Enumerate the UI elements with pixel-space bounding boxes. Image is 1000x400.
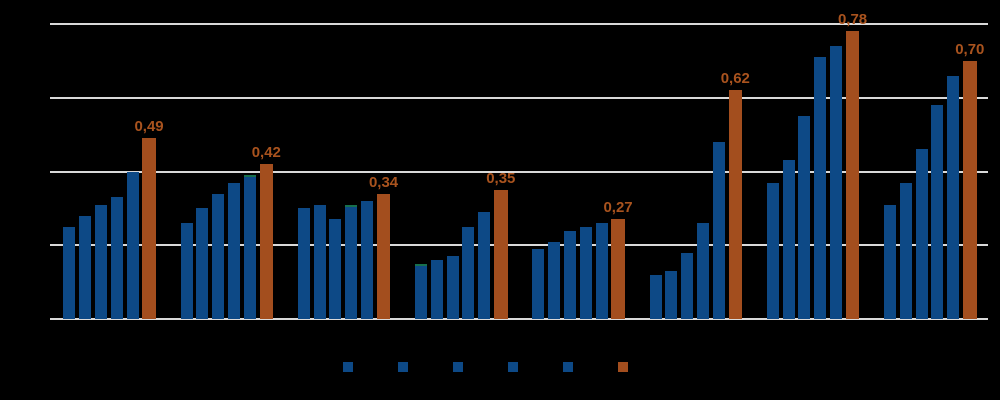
bar-orange-highlight [728,90,743,319]
bar-blue [814,57,827,319]
bar-blue [563,230,576,319]
bar-blue [931,105,944,319]
bar-blue [665,271,678,319]
bar-blue [462,226,475,319]
gridline [50,170,988,173]
bar-blue [478,212,491,319]
bar-blue [830,46,842,319]
bar-blue [196,208,209,319]
legend-swatch-blue [343,362,353,372]
legend-swatch-blue [508,362,518,372]
bar-orange-highlight [611,219,625,319]
bar-orange-highlight [845,31,860,319]
legend-swatch-blue [398,362,408,372]
bar-blue [947,75,960,319]
bar-blue [649,274,662,319]
bar-blue [548,241,561,319]
bar-teal-top-edge [415,263,428,266]
bar-blue [212,193,225,319]
bar-value-label: 0,78 [837,11,868,29]
bar-blue [63,226,76,319]
bar-blue [446,256,459,319]
gridline [50,23,988,25]
bar-orange-highlight [376,193,391,319]
bar-value-label: 0,42 [251,144,281,162]
bar-blue [595,223,608,319]
bar-blue [579,226,592,319]
bar-blue [415,263,428,319]
bar-blue [180,223,193,319]
bar-orange-highlight [142,138,156,319]
bar-blue [712,142,725,319]
bar-orange-highlight [259,164,274,319]
gridline [50,318,988,320]
bar-teal-top-edge [345,204,358,207]
bar-blue [361,201,373,319]
bar-blue [79,215,92,319]
bar-blue [126,171,139,319]
bar-value-label: 0,35 [486,169,516,187]
bar-blue [884,204,897,319]
bar-value-label: 0,49 [134,118,164,136]
bar-blue [766,182,779,319]
bar-value-label: 0,62 [720,70,750,88]
bar-blue [345,204,358,319]
bar-value-label: 0,70 [955,40,985,58]
bar-blue [915,149,928,319]
bar-blue [94,204,107,319]
bar-blue [329,219,342,319]
bar-blue [297,208,310,319]
bar-orange-highlight [963,60,977,319]
bar-blue [243,175,256,319]
bar-teal-top-edge [243,175,256,178]
bar-blue [532,248,545,319]
bar-blue [227,182,240,319]
bar-blue [899,182,912,319]
legend-swatch-blue [453,362,463,372]
bar-blue [313,204,326,319]
legend-swatch-blue [563,362,573,372]
bar-blue [110,197,123,319]
bar-blue [782,160,795,319]
bar-blue [798,116,811,319]
bar-blue [681,252,694,319]
bar-orange-highlight [494,189,508,319]
bar-value-label: 0,27 [603,199,633,217]
bar-blue [430,260,443,319]
bar-blue [696,223,709,319]
bar-value-label: 0,34 [368,173,399,191]
gridline [50,96,988,99]
legend-swatch-orange [618,362,628,372]
gridline [50,244,988,247]
